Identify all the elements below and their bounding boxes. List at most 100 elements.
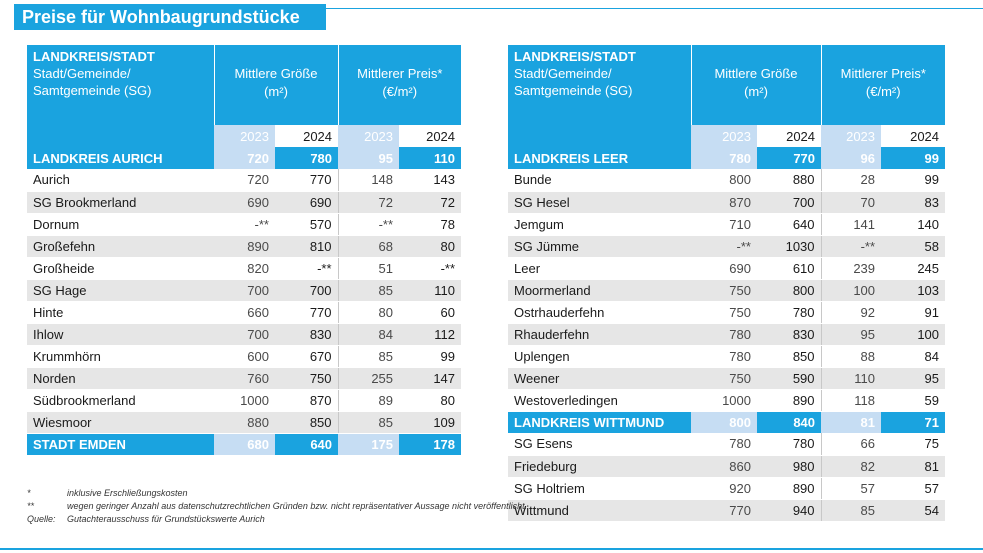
cell-price-2023: 96 xyxy=(821,147,882,169)
cell-price-2023: 82 xyxy=(820,455,882,478)
cell-size-2024: 840 xyxy=(757,411,822,433)
cell-name: LANDKREIS AURICH xyxy=(27,147,214,169)
cell-price-2024: 110 xyxy=(399,279,462,302)
cell-name: SG Hage xyxy=(27,279,214,302)
page-title: Preise für Wohnbaugrundstücke xyxy=(14,4,326,30)
cell-size-2023: 680 xyxy=(214,433,275,455)
footnote-key: ** xyxy=(27,501,35,511)
cell-size-2024: 980 xyxy=(757,455,822,478)
cell-size-2024: 780 xyxy=(757,301,822,324)
cell-size-2024: 670 xyxy=(275,345,339,368)
cell-name: Jemgum xyxy=(508,213,691,236)
cell-price-2024: 80 xyxy=(399,235,462,258)
cell-size-2024: 700 xyxy=(757,191,822,214)
cell-size-2023: 710 xyxy=(691,213,757,236)
cell-name: Moormerland xyxy=(508,279,691,302)
table-row: Westoverledingen 1000 890 118 59 xyxy=(508,389,946,412)
cell-price-2024: 81 xyxy=(881,455,946,478)
column-header-size: Mittlere Größe (m²) xyxy=(213,45,339,125)
cell-size-2023: 720 xyxy=(214,147,275,169)
footnote: * inklusive Erschließungskosten xyxy=(27,487,527,500)
cell-size-2023: -** xyxy=(691,235,757,258)
table-row: Dornum -** 570 -** 78 xyxy=(27,213,462,236)
cell-price-2023: -** xyxy=(337,213,400,236)
district-total-row: LANDKREIS WITTMUND 800 840 81 71 xyxy=(508,411,946,433)
cell-name: LANDKREIS LEER xyxy=(508,147,691,169)
footnote-key: Quelle: xyxy=(27,514,56,524)
cell-price-2024: 245 xyxy=(881,257,946,280)
municipality-label-line2: Samtgemeinde (SG) xyxy=(33,83,152,98)
cell-name: Rhauderfehn xyxy=(508,323,691,346)
cell-size-2024: 590 xyxy=(757,367,822,390)
cell-price-2024: 75 xyxy=(881,433,946,456)
cell-price-2023: 84 xyxy=(337,323,400,346)
cell-size-2024: 810 xyxy=(275,235,339,258)
cell-price-2023: 57 xyxy=(820,477,882,500)
cell-size-2024: 780 xyxy=(757,433,822,456)
region-label: LANDKREIS/STADT xyxy=(33,49,155,64)
cell-size-2024: 570 xyxy=(275,213,339,236)
cell-size-2023: -** xyxy=(214,213,275,236)
cell-price-2023: 110 xyxy=(820,367,882,390)
size-label-line2: (m²) xyxy=(744,84,768,99)
year-header-size-2023: 2023 xyxy=(691,125,757,147)
cell-size-2024: 770 xyxy=(757,147,822,169)
year-header-size-2023: 2023 xyxy=(214,125,275,147)
cell-size-2024: 780 xyxy=(275,147,339,169)
cell-name: LANDKREIS WITTMUND xyxy=(508,411,691,433)
table-row: Leer 690 610 239 245 xyxy=(508,257,946,280)
cell-size-2023: 750 xyxy=(691,301,757,324)
title-rule xyxy=(326,8,983,9)
table-row: Großheide 820 -** 51 -** xyxy=(27,257,462,280)
cell-size-2023: 870 xyxy=(691,191,757,214)
cell-size-2023: 780 xyxy=(691,323,757,346)
cell-price-2024: 58 xyxy=(881,235,946,258)
cell-name: Westoverledingen xyxy=(508,389,691,412)
cell-price-2023: 92 xyxy=(820,301,882,324)
cell-name: Hinte xyxy=(27,301,214,324)
cell-price-2023: 95 xyxy=(820,323,882,346)
cell-name: SG Esens xyxy=(508,433,691,456)
footnotes: * inklusive Erschließungskosten ** wegen… xyxy=(27,487,527,526)
cell-name: Ihlow xyxy=(27,323,214,346)
district-total-row: LANDKREIS LEER 780 770 96 99 xyxy=(508,147,946,169)
table-row: Ihlow 700 830 84 112 xyxy=(27,323,462,346)
table-row: Uplengen 780 850 88 84 xyxy=(508,345,946,368)
price-table-left: LANDKREIS/STADT Stadt/Gemeinde/ Samtgeme… xyxy=(27,45,462,455)
cell-price-2024: 103 xyxy=(881,279,946,302)
cell-size-2023: 750 xyxy=(691,367,757,390)
cell-price-2023: 28 xyxy=(820,169,882,192)
cell-price-2023: 68 xyxy=(337,235,400,258)
cell-price-2024: 84 xyxy=(881,345,946,368)
cell-price-2024: 178 xyxy=(399,433,462,455)
cell-price-2024: 99 xyxy=(881,169,946,192)
cell-price-2024: 57 xyxy=(881,477,946,500)
cell-name: Friedeburg xyxy=(508,455,691,478)
cell-price-2023: 88 xyxy=(820,345,882,368)
cell-price-2024: 91 xyxy=(881,301,946,324)
price-label-line2: (€/m²) xyxy=(865,84,901,99)
cell-size-2023: 1000 xyxy=(214,389,275,412)
cell-size-2024: 940 xyxy=(757,499,822,522)
cell-price-2023: 148 xyxy=(337,169,400,192)
price-table-right: LANDKREIS/STADT Stadt/Gemeinde/ Samtgeme… xyxy=(508,45,946,522)
table-row: Rhauderfehn 780 830 95 100 xyxy=(508,323,946,346)
cell-size-2023: 800 xyxy=(691,411,757,433)
cell-size-2023: 700 xyxy=(214,323,275,346)
cell-size-2024: 800 xyxy=(757,279,822,302)
year-header-price-2024: 2024 xyxy=(881,125,946,147)
cell-price-2024: 60 xyxy=(399,301,462,324)
cell-size-2023: 600 xyxy=(214,345,275,368)
cell-price-2024: 143 xyxy=(399,169,462,192)
cell-price-2023: 85 xyxy=(337,411,400,434)
table-row: Krummhörn 600 670 85 99 xyxy=(27,345,462,368)
table-row: Aurich 720 770 148 143 xyxy=(27,169,462,192)
cell-price-2024: 112 xyxy=(399,323,462,346)
municipality-label-line2: Samtgemeinde (SG) xyxy=(514,83,633,98)
footnote-text: wegen geringer Anzahl aus datenschutzrec… xyxy=(67,501,528,511)
cell-price-2023: 85 xyxy=(337,345,400,368)
cell-price-2023: 72 xyxy=(337,191,400,214)
cell-size-2023: 780 xyxy=(691,433,757,456)
cell-price-2023: 51 xyxy=(337,257,400,280)
cell-size-2024: 700 xyxy=(275,279,339,302)
